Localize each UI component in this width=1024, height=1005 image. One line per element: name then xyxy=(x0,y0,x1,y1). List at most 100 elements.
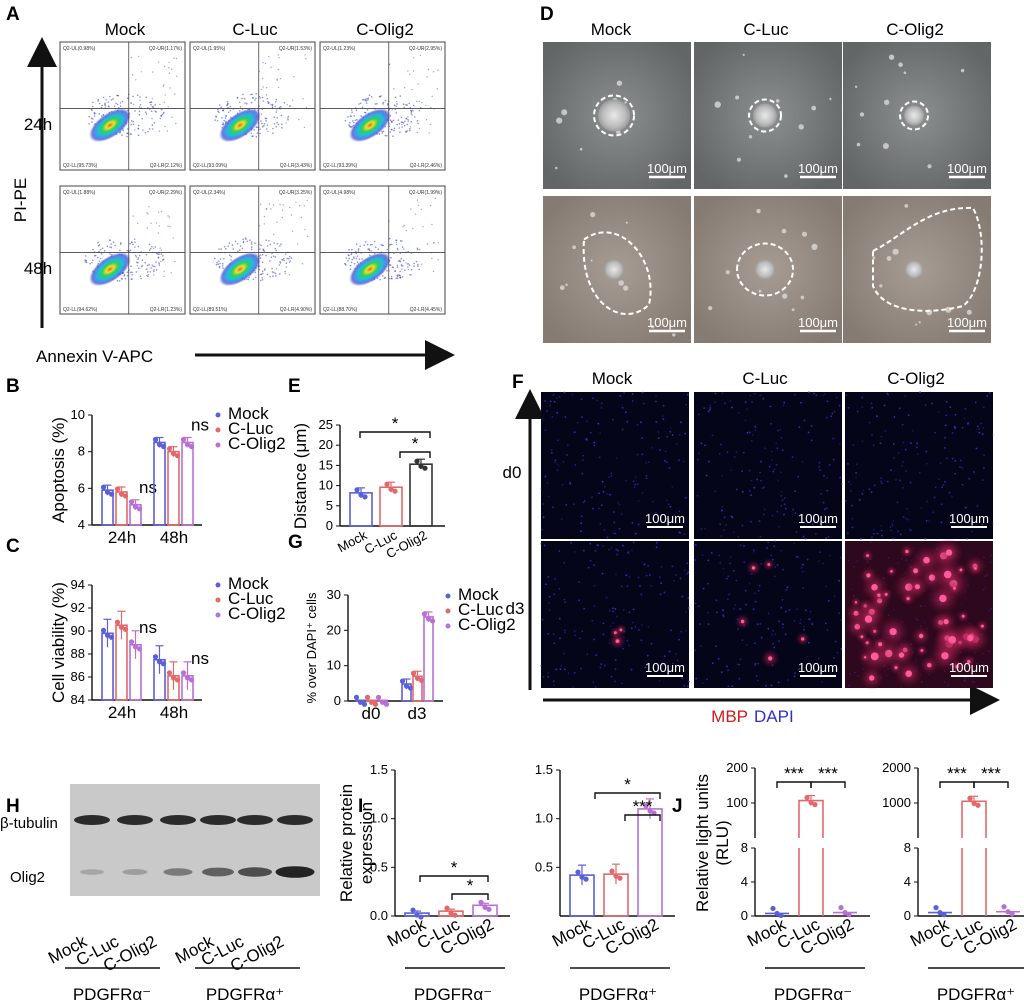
flow-event xyxy=(162,85,164,88)
data-point xyxy=(174,453,181,459)
dapi-nucleus xyxy=(782,626,784,629)
data-point xyxy=(357,699,364,705)
dapi-nucleus xyxy=(964,408,967,410)
dapi-nucleus xyxy=(871,406,874,409)
dapi-nucleus xyxy=(948,491,951,494)
dapi-nucleus xyxy=(686,562,689,565)
dapi-nucleus xyxy=(678,433,681,436)
flow-event xyxy=(126,271,129,274)
flow-event xyxy=(152,265,155,268)
micro-debris xyxy=(565,283,568,287)
dapi-nucleus xyxy=(910,442,912,444)
dapi-nucleus xyxy=(919,391,921,394)
dapi-nucleus xyxy=(924,537,927,540)
dapi-nucleus xyxy=(721,505,724,508)
data-point xyxy=(170,451,177,457)
dapi-nucleus xyxy=(902,441,905,444)
dapi-nucleus xyxy=(546,482,549,484)
dapi-nucleus xyxy=(558,395,561,398)
dapi-nucleus xyxy=(778,525,780,528)
flow-event xyxy=(131,74,134,76)
significance-mark: * xyxy=(392,414,399,433)
flow-event xyxy=(221,265,224,267)
flow-event xyxy=(431,223,433,226)
flow-event xyxy=(260,244,262,247)
significance-bracket xyxy=(624,814,661,821)
flow-event xyxy=(305,106,308,109)
dapi-nucleus xyxy=(706,582,709,585)
flow-event xyxy=(276,121,278,124)
micro-debris xyxy=(736,157,741,162)
dapi-nucleus xyxy=(611,418,614,421)
flow-event xyxy=(135,79,137,81)
flow-event xyxy=(408,264,411,267)
dapi-nucleus xyxy=(847,406,850,409)
flow-event xyxy=(131,274,133,276)
dapi-nucleus xyxy=(786,586,789,589)
dapi-nucleus xyxy=(573,431,576,434)
flow-event xyxy=(236,243,239,245)
micro-debris xyxy=(892,248,899,255)
dapi-nucleus xyxy=(775,442,778,444)
flow-event xyxy=(112,241,115,243)
flow-event xyxy=(348,248,350,251)
dapi-nucleus xyxy=(587,566,590,569)
data-point xyxy=(118,624,125,630)
flow-event xyxy=(399,95,402,97)
flow-event xyxy=(382,103,384,105)
flow-event xyxy=(255,126,258,128)
dapi-nucleus xyxy=(553,593,555,596)
flow-event xyxy=(117,94,119,97)
flow-event xyxy=(142,129,144,131)
dapi-nucleus xyxy=(558,587,561,590)
dapi-nucleus xyxy=(744,401,747,403)
flow-quadrant-ll: Q2-LL(94.62%) xyxy=(63,307,98,313)
dapi-nucleus xyxy=(581,472,584,475)
flow-event xyxy=(407,120,410,122)
dapi-nucleus xyxy=(657,431,660,433)
significance-bracket xyxy=(419,875,489,882)
flow-event xyxy=(399,270,401,273)
flow-event xyxy=(270,208,272,210)
dapi-nucleus xyxy=(591,496,593,499)
flow-event xyxy=(97,100,99,102)
flow-event xyxy=(116,103,119,106)
x-tick-label: 48h xyxy=(160,703,188,722)
dapi-nucleus xyxy=(933,496,936,499)
flow-event xyxy=(276,242,279,245)
dapi-nucleus xyxy=(671,434,674,436)
dapi-nucleus xyxy=(668,467,671,469)
micro-debris xyxy=(859,112,865,117)
dapi-nucleus xyxy=(595,654,598,656)
flow-event xyxy=(270,103,272,106)
flow-event xyxy=(410,269,413,271)
blot-label-olig2: Olig2 xyxy=(10,869,45,886)
mbp-cell xyxy=(939,594,947,603)
dapi-nucleus xyxy=(679,577,682,580)
dapi-nucleus xyxy=(662,418,665,420)
dapi-nucleus xyxy=(818,465,821,468)
dapi-nucleus xyxy=(832,458,835,461)
micro-debris xyxy=(903,71,907,74)
dapi-nucleus xyxy=(784,633,787,636)
dapi-nucleus xyxy=(953,425,956,428)
flow-event xyxy=(398,127,401,129)
dapi-nucleus xyxy=(628,576,631,578)
dapi-nucleus xyxy=(553,400,556,403)
flow-event xyxy=(272,127,274,130)
dapi-nucleus xyxy=(777,429,779,432)
dapi-nucleus xyxy=(700,528,703,530)
mbp-cell xyxy=(980,624,984,628)
dapi-nucleus xyxy=(640,421,642,424)
flow-event xyxy=(97,98,100,101)
dapi-nucleus xyxy=(694,649,696,652)
flow-event xyxy=(358,103,360,105)
dapi-nucleus xyxy=(563,391,566,394)
micro-debris xyxy=(735,95,740,100)
mbp-cell xyxy=(920,649,924,652)
flow-event xyxy=(353,256,355,258)
flow-event xyxy=(252,96,254,99)
flow-event xyxy=(160,253,163,255)
dapi-nucleus xyxy=(906,507,908,510)
